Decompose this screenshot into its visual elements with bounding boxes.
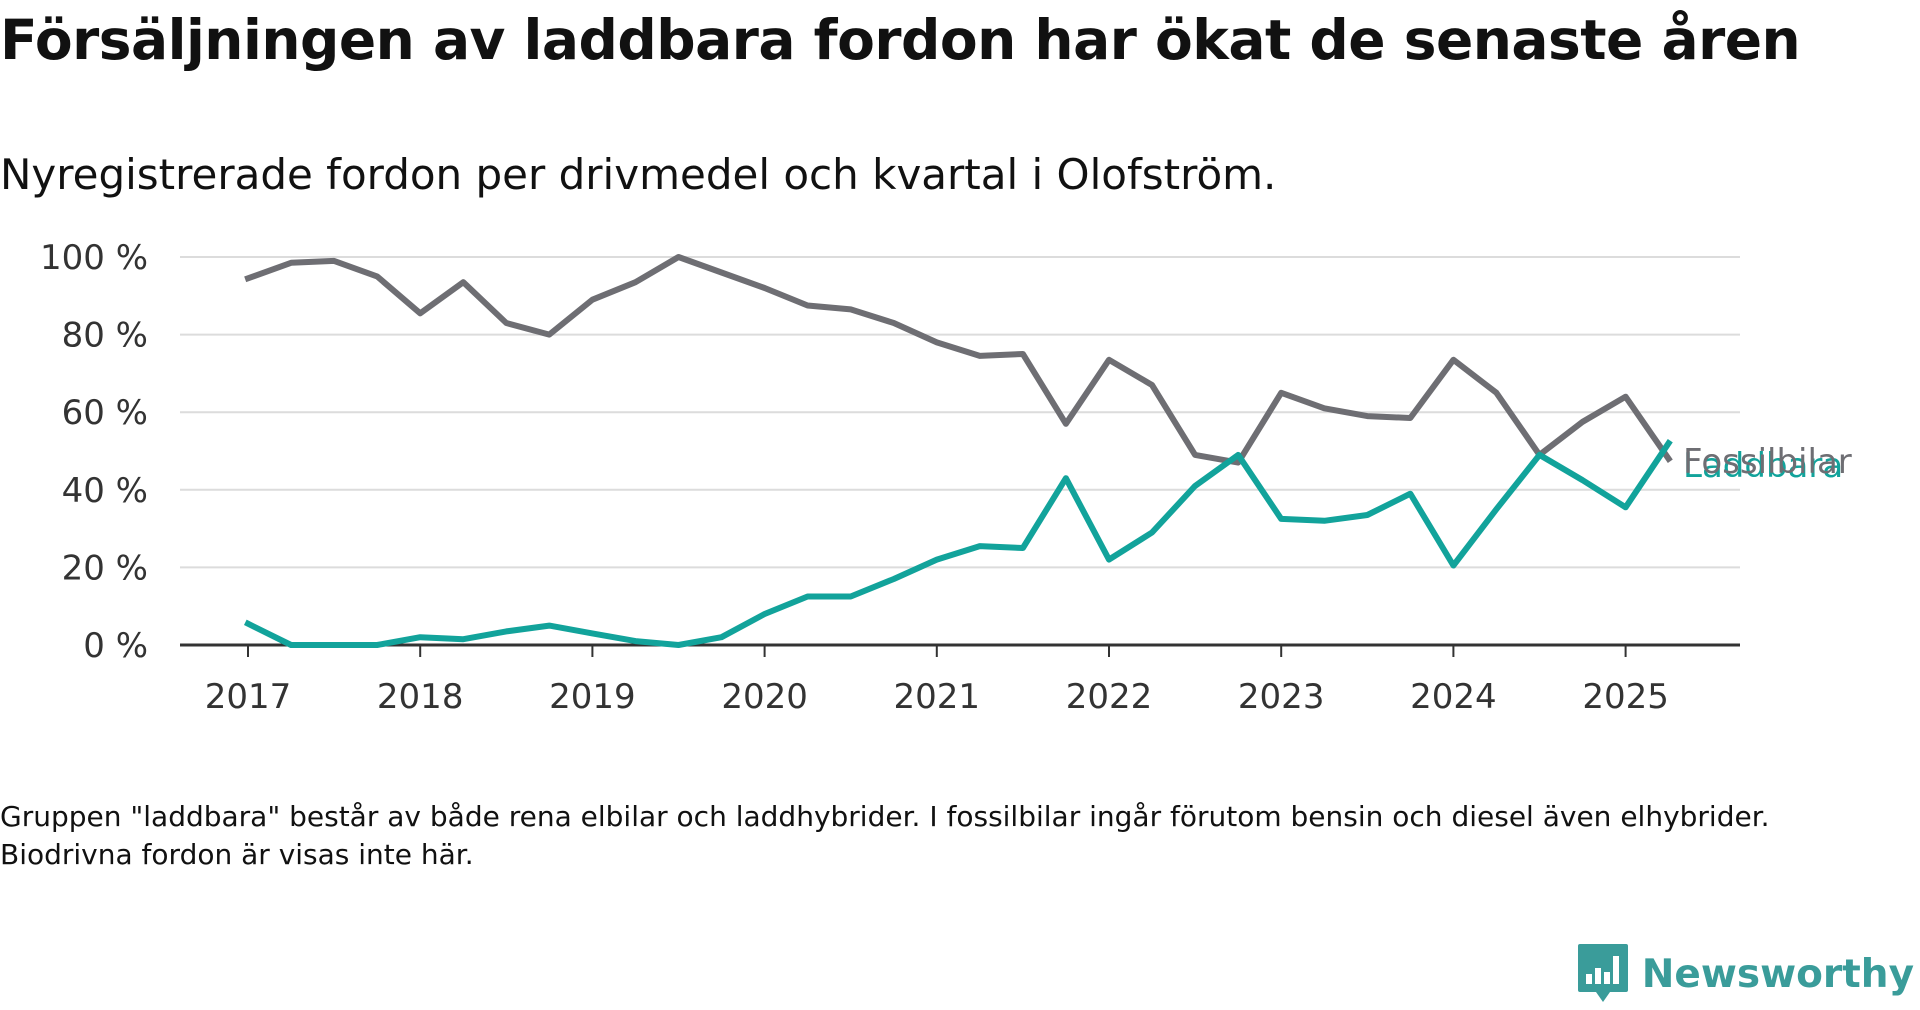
- x-tick-label: 2018: [377, 677, 464, 717]
- chart-subtitle: Nyregistrerade fordon per drivmedel och …: [0, 150, 1277, 199]
- axes: 0 % 20 % 40 % 60 % 80 % 100 % 2017 2018 2019 2020…: [40, 238, 1740, 717]
- x-tick-label: 2017: [205, 677, 292, 717]
- chart-title: Försäljningen av laddbara fordon har öka…: [0, 8, 1801, 72]
- line-chart: 0 % 20 % 40 % 60 % 80 % 100 % 2017 2018 2019 2020…: [40, 238, 1852, 717]
- brand-logo: Newsworthy: [1576, 938, 1914, 1010]
- x-tick-label: 2022: [1066, 677, 1153, 717]
- series-label-fossilbilar: Fossilbilar: [1683, 442, 1852, 482]
- y-tick-label: 40 %: [62, 471, 148, 511]
- brand-name: Newsworthy: [1641, 951, 1914, 997]
- y-tick-label: 20 %: [62, 548, 148, 588]
- x-tick-label: 2021: [894, 677, 981, 717]
- y-tick-label: 0 %: [83, 626, 148, 666]
- series-label-laddbara: Laddbara: [1683, 446, 1843, 486]
- series-lines: [243, 254, 1673, 648]
- y-tick-label: 80 %: [62, 316, 148, 356]
- gridlines: [180, 256, 1740, 569]
- x-tick-label: 2025: [1582, 677, 1669, 717]
- x-tick-label: 2024: [1410, 677, 1497, 717]
- x-tick-label: 2020: [721, 677, 808, 717]
- x-tick-label: 2023: [1238, 677, 1325, 717]
- series-line-fossilbilar: [244, 254, 1673, 466]
- series-line-laddbara: [243, 439, 1673, 648]
- y-tick-label: 60 %: [62, 393, 148, 433]
- x-tick-label: 2019: [549, 677, 636, 717]
- newsworthy-logo-icon: [1577, 944, 1628, 1002]
- footnote: Gruppen "laddbara" består av både rena e…: [0, 800, 1770, 871]
- y-tick-label: 100 %: [40, 238, 148, 278]
